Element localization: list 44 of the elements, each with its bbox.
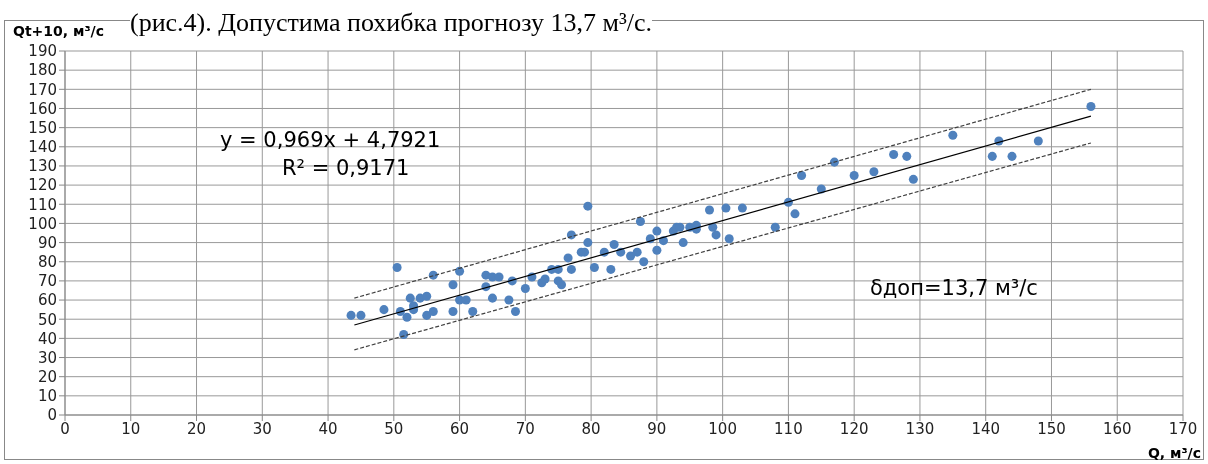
y-tick-label: 10 <box>37 387 57 406</box>
y-tick-label: 150 <box>28 118 57 137</box>
x-tick-label: 50 <box>384 419 404 438</box>
annotation: δдоп=13,7 м³/с <box>870 276 1038 300</box>
y-tick-label: 120 <box>28 176 57 195</box>
y-tick-label: 60 <box>37 291 57 310</box>
y-tick-label: 180 <box>28 61 57 80</box>
y-tick-label: 20 <box>37 368 57 387</box>
y-tick-label: 50 <box>37 310 57 329</box>
y-tick-label: 140 <box>28 138 57 157</box>
x-tick-label: 140 <box>971 419 1001 438</box>
text: (рис.4). Допустима похибка прогнозу 13,7 м³/с. <box>130 8 652 38</box>
annotation: R² = 0,9171 <box>282 156 410 180</box>
y-tick-label: 30 <box>37 348 57 367</box>
y-tick-label: 0 <box>47 406 57 425</box>
y-tick-label: 170 <box>28 80 57 99</box>
x-tick-label: 100 <box>708 419 737 438</box>
annotation: y = 0,969x + 4,7921 <box>220 128 441 152</box>
x-tick-label: 30 <box>252 419 272 438</box>
x-tick-label: 110 <box>774 419 803 438</box>
y-tick-label: 130 <box>28 157 57 176</box>
x-tick-label: 40 <box>318 419 338 438</box>
y-tick-label: 110 <box>28 195 57 214</box>
x-tick-label: 90 <box>647 419 667 438</box>
x-tick-label: 10 <box>121 419 141 438</box>
x-tick-label: 120 <box>839 419 869 438</box>
y-tick-label: 160 <box>28 99 57 118</box>
y-tick-label: 70 <box>37 272 57 291</box>
x-tick-label: 170 <box>1168 419 1198 438</box>
x-tick-label: 20 <box>186 419 207 438</box>
y-tick-label: 80 <box>37 253 57 272</box>
y-tick-label: 40 <box>37 329 57 348</box>
x-tick-label: 130 <box>905 419 935 438</box>
x-tick-label: 80 <box>581 419 601 438</box>
x-tick-label: 150 <box>1037 419 1066 438</box>
x-tick-label: 160 <box>1102 419 1132 438</box>
x-axis-title: Q, м³/с <box>1147 445 1201 461</box>
x-tick-label: 60 <box>450 419 470 438</box>
y-tick-label: 190 <box>28 42 57 61</box>
y-tick-label: 100 <box>28 214 57 233</box>
x-tick-label: 0 <box>60 419 70 438</box>
y-tick-label: 90 <box>37 233 57 252</box>
x-tick-label: 70 <box>515 419 535 438</box>
y-axis-title: Qt+10, м³/с <box>13 23 104 39</box>
